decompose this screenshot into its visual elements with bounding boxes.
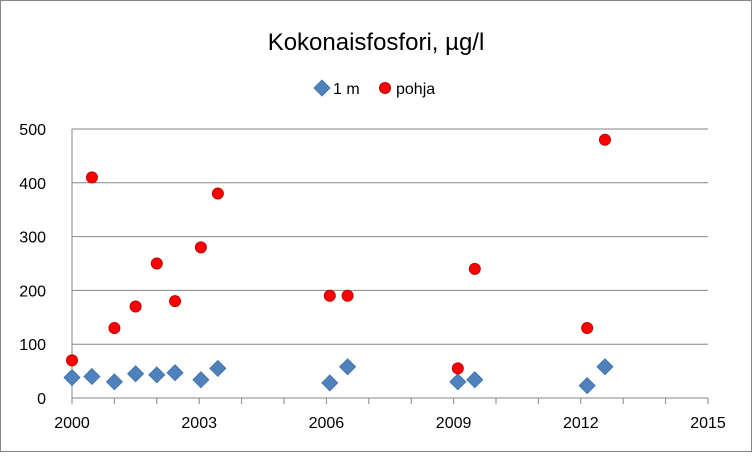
data-point [596,358,614,376]
data-point [339,358,357,376]
legend-label: 1 m [333,81,360,98]
data-point [341,289,354,302]
data-point [105,373,123,391]
data-points [63,133,614,395]
y-tick-label: 300 [19,230,46,247]
data-point [63,368,81,387]
y-tick-label: 500 [19,122,46,139]
chart-title: Kokonaisfosfori, µg/l [268,29,485,56]
series-pohja [66,133,611,375]
data-point [468,262,481,275]
series-1-m [63,358,614,395]
data-point [83,367,101,386]
data-point [148,366,166,384]
legend: 1 m pohja [313,79,435,98]
axes: 0 100 200 300 400 500 2000 2003 2006 2009 2012 2015 [19,122,726,432]
x-tick-label: 2012 [563,415,599,432]
data-point [192,371,210,389]
data-point [66,354,78,367]
legend-marker-circle [379,82,391,94]
x-tick-label: 2000 [54,415,90,432]
data-point [598,133,611,146]
x-tick-label: 2006 [309,415,345,432]
data-point [166,364,184,382]
legend-marker-diamond [313,79,331,97]
x-tick-label: 2009 [436,415,472,432]
data-point [578,377,596,395]
data-point [108,322,121,335]
data-point [323,289,336,302]
data-point [211,187,224,200]
x-tick-label: 2003 [181,415,217,432]
data-point [466,371,484,389]
data-point [581,322,594,335]
y-tick-label: 400 [19,176,46,193]
legend-label: pohja [396,81,435,98]
data-point [150,257,163,270]
data-point [129,300,142,313]
data-point [321,374,339,392]
x-tick-label: 2015 [690,415,726,432]
data-point [209,359,227,377]
data-point [127,365,145,383]
data-point [451,362,464,375]
data-point [194,241,207,254]
y-tick-label: 100 [19,337,46,354]
data-point [449,373,467,391]
data-point [85,171,98,184]
data-point [169,295,182,308]
gridlines [72,128,708,345]
y-tick-label: 0 [37,391,46,408]
y-tick-label: 200 [19,283,46,300]
